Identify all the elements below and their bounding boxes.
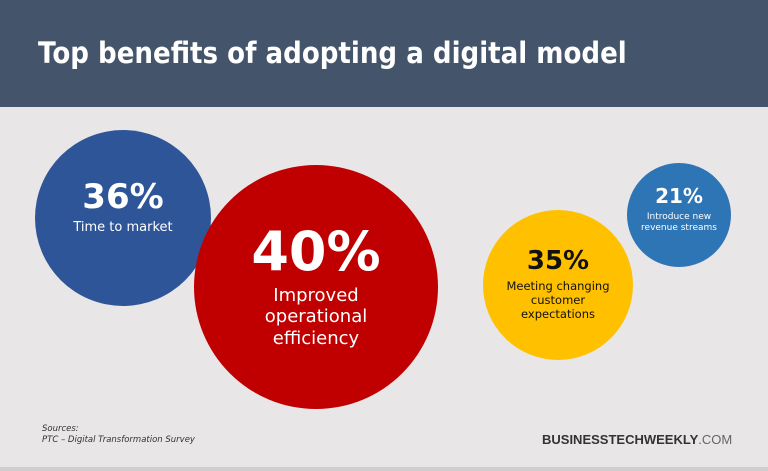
source-text: PTC – Digital Transformation Survey [42, 434, 195, 445]
brand-suffix: .COM [698, 432, 733, 447]
bubble-value: 40% [251, 219, 381, 283]
bubble-label: Improved operational efficiency [264, 284, 368, 349]
page-title: Top benefits of adopting a digital model [38, 36, 627, 70]
header-banner: Top benefits of adopting a digital model [0, 0, 768, 107]
brand-name: BUSINESSTECHWEEKLY [542, 432, 699, 447]
sources-heading: Sources: [42, 424, 79, 434]
sources-note: Sources: PTC – Digital Transformation Su… [42, 424, 195, 445]
bubble-label: Meeting changing customer expectations [506, 279, 610, 321]
bubble-customer-expectations: 35% Meeting changing customer expectatio… [483, 210, 633, 360]
bubble-value: 36% [82, 177, 164, 218]
bubble-label: Time to market [73, 220, 173, 236]
bubble-operational-efficiency: 40% Improved operational efficiency [194, 165, 438, 409]
bubble-label: Introduce new revenue streams [641, 212, 717, 233]
bubble-value: 35% [526, 246, 590, 277]
brand-logo: BUSINESSTECHWEEKLY.COM [542, 432, 732, 447]
bubble-time-to-market: 36% Time to market [35, 130, 211, 306]
bubble-revenue-streams: 21% Introduce new revenue streams [627, 163, 731, 267]
bubble-value: 21% [655, 184, 703, 209]
divider [0, 467, 768, 471]
